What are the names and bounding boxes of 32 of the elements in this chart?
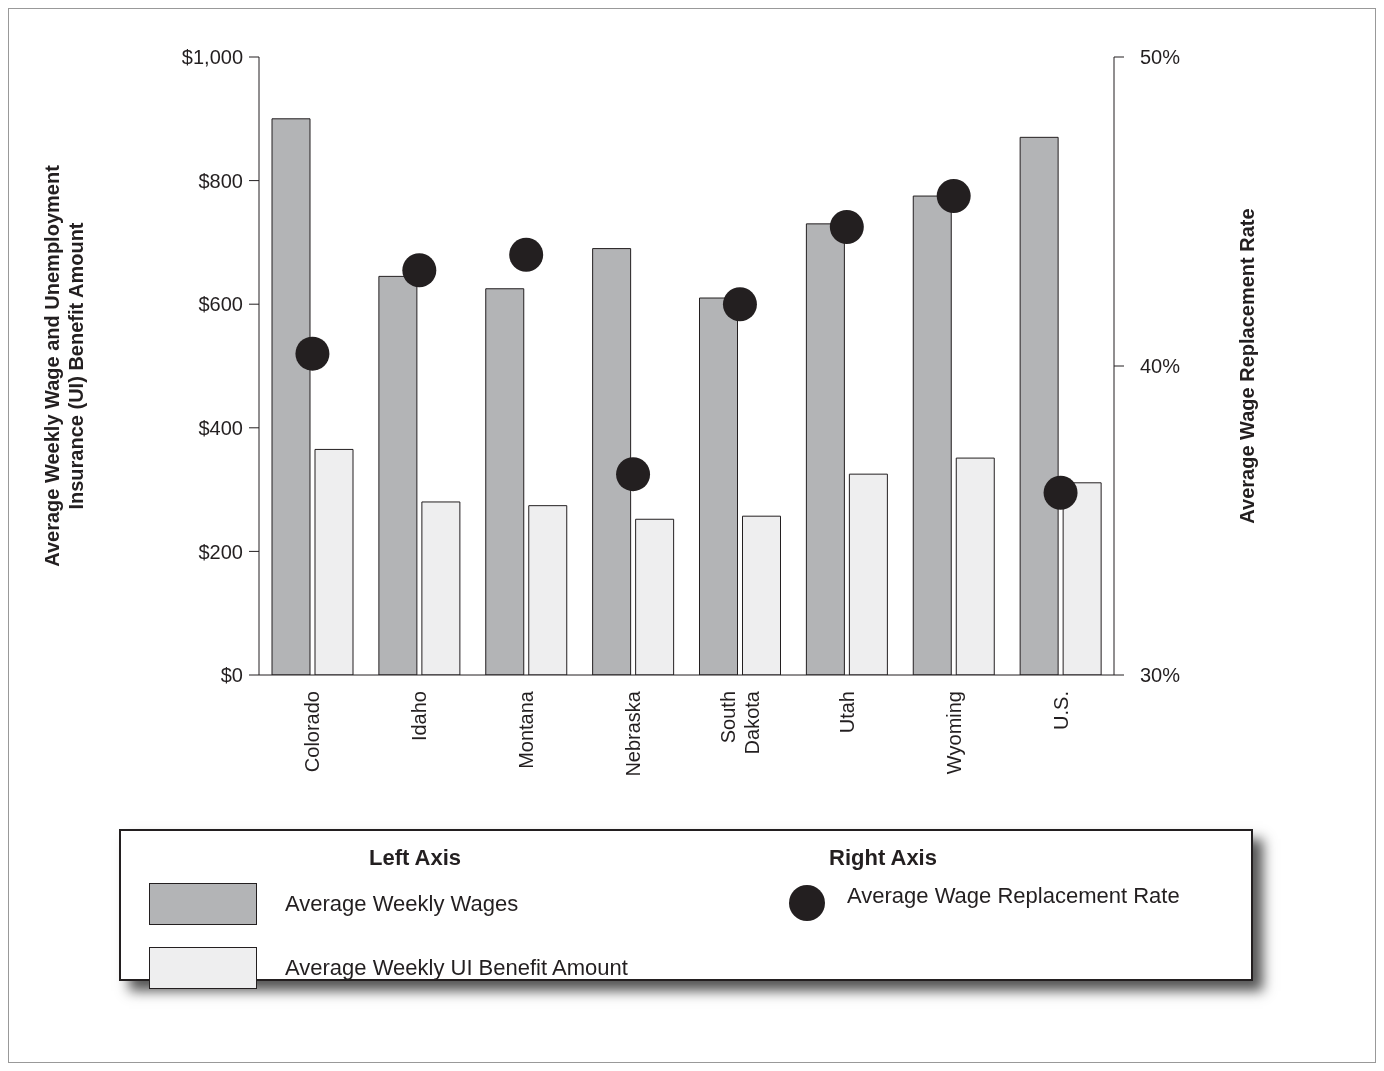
x-tick-label: U.S.	[1049, 691, 1072, 730]
x-tick-label: Wyoming	[942, 691, 965, 775]
point	[509, 237, 544, 272]
point	[829, 209, 864, 244]
y2-tick-label: 30%	[1140, 664, 1181, 687]
y2-tick-label: 50%	[1140, 46, 1181, 69]
y-tick-label: $200	[198, 540, 243, 563]
x-tick-label: Idaho	[408, 691, 431, 742]
text: Left Axis	[369, 845, 463, 872]
y-tick-label: $1,000	[181, 46, 243, 69]
y-tick-label: $400	[198, 416, 243, 439]
x-tick-label: South Dakota	[716, 690, 763, 755]
x-tick-label: Montana	[515, 690, 538, 769]
point	[936, 179, 971, 214]
point	[402, 253, 437, 288]
point	[295, 336, 330, 371]
x-tick-label: Utah	[835, 691, 858, 734]
point	[1043, 475, 1078, 510]
point	[616, 457, 651, 492]
y-tick-label: $600	[198, 293, 243, 316]
y-tick-label: $0	[220, 664, 243, 687]
y2-axis-title: Average Wage Replacement Rate	[1236, 208, 1258, 524]
x-tick-label: Nebraska	[622, 690, 645, 777]
y-tick-label: $800	[198, 169, 243, 192]
point	[722, 287, 757, 322]
x-tick-label: Colorado	[301, 691, 324, 773]
legend-label: Average Wage Replacement Rate	[847, 883, 1180, 909]
legend-label: Average Weekly UI Benefit Amount	[285, 955, 628, 981]
y-axis-title: Average Weekly Wage and Unemployment Insurance (UI) Benefit Amount	[41, 164, 87, 567]
y2-tick-label: 40%	[1140, 355, 1181, 378]
text: Right Axis	[829, 845, 938, 872]
legend-label: Average Weekly Wages	[285, 891, 519, 917]
